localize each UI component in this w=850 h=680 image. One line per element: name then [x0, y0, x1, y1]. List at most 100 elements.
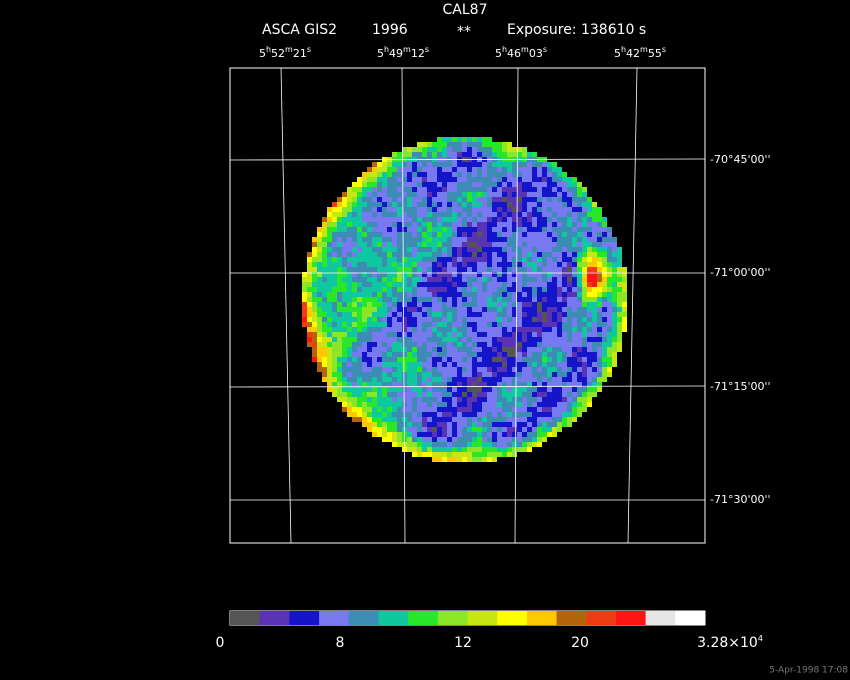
image-pixel — [452, 147, 457, 152]
image-pixel — [357, 187, 362, 192]
image-pixel — [522, 437, 527, 442]
image-pixel — [387, 212, 392, 217]
image-pixel — [467, 362, 472, 367]
image-pixel — [517, 262, 522, 267]
image-pixel — [457, 247, 462, 252]
image-pixel — [567, 372, 572, 377]
image-pixel — [502, 182, 507, 187]
image-pixel — [437, 317, 442, 322]
label-part: h — [621, 45, 626, 54]
image-pixel — [372, 177, 377, 182]
image-pixel — [432, 277, 437, 282]
image-pixel — [357, 282, 362, 287]
image-pixel — [307, 297, 312, 302]
image-pixel — [392, 287, 397, 292]
image-pixel — [527, 387, 532, 392]
image-pixel — [362, 407, 367, 412]
image-pixel — [362, 277, 367, 282]
image-pixel — [492, 142, 497, 147]
image-pixel — [487, 397, 492, 402]
image-pixel — [597, 382, 602, 387]
image-pixel — [547, 182, 552, 187]
image-pixel — [407, 427, 412, 432]
image-pixel — [467, 387, 472, 392]
image-pixel — [452, 452, 457, 457]
image-pixel — [437, 277, 442, 282]
image-pixel — [557, 412, 562, 417]
image-pixel — [532, 187, 537, 192]
image-pixel — [522, 422, 527, 427]
image-pixel — [522, 337, 527, 342]
image-pixel — [347, 302, 352, 307]
image-pixel — [482, 427, 487, 432]
image-pixel — [347, 242, 352, 247]
image-pixel — [377, 307, 382, 312]
image-pixel — [442, 427, 447, 432]
image-pixel — [442, 167, 447, 172]
image-pixel — [447, 282, 452, 287]
image-pixel — [467, 322, 472, 327]
image-pixel — [537, 257, 542, 262]
image-pixel — [427, 217, 432, 222]
image-pixel — [522, 382, 527, 387]
image-pixel — [587, 292, 592, 297]
image-pixel — [502, 272, 507, 277]
image-pixel — [482, 192, 487, 197]
image-pixel — [342, 372, 347, 377]
image-pixel — [502, 442, 507, 447]
image-pixel — [442, 307, 447, 312]
image-pixel — [487, 167, 492, 172]
image-pixel — [427, 272, 432, 277]
image-pixel — [477, 147, 482, 152]
image-pixel — [527, 232, 532, 237]
image-pixel — [447, 222, 452, 227]
image-pixel — [592, 232, 597, 237]
image-pixel — [617, 327, 622, 332]
image-pixel — [427, 367, 432, 372]
image-pixel — [412, 257, 417, 262]
image-pixel — [407, 317, 412, 322]
image-pixel — [382, 372, 387, 377]
image-pixel — [377, 412, 382, 417]
image-pixel — [477, 222, 482, 227]
image-pixel — [552, 217, 557, 222]
image-pixel — [417, 217, 422, 222]
image-pixel — [617, 272, 622, 277]
image-pixel — [467, 342, 472, 347]
image-pixel — [397, 342, 402, 347]
image-pixel — [562, 372, 567, 377]
image-pixel — [372, 387, 377, 392]
image-pixel — [377, 392, 382, 397]
image-pixel — [562, 392, 567, 397]
image-pixel — [402, 332, 407, 337]
image-pixel — [437, 257, 442, 262]
image-pixel — [422, 397, 427, 402]
image-pixel — [512, 257, 517, 262]
image-pixel — [477, 322, 482, 327]
image-pixel — [622, 312, 627, 317]
image-pixel — [352, 412, 357, 417]
image-pixel — [577, 277, 582, 282]
image-pixel — [512, 392, 517, 397]
image-pixel — [337, 232, 342, 237]
image-pixel — [467, 137, 472, 142]
image-pixel — [542, 302, 547, 307]
image-pixel — [592, 362, 597, 367]
image-pixel — [412, 182, 417, 187]
image-pixel — [592, 312, 597, 317]
image-pixel — [392, 222, 397, 227]
image-pixel — [462, 357, 467, 362]
image-pixel — [382, 187, 387, 192]
image-pixel — [442, 422, 447, 427]
image-pixel — [477, 137, 482, 142]
image-pixel — [382, 397, 387, 402]
image-pixel — [477, 402, 482, 407]
image-pixel — [412, 212, 417, 217]
image-pixel — [522, 227, 527, 232]
image-pixel — [382, 297, 387, 302]
image-pixel — [382, 322, 387, 327]
image-pixel — [437, 292, 442, 297]
image-pixel — [522, 147, 527, 152]
image-pixel — [607, 267, 612, 272]
image-pixel — [332, 227, 337, 232]
